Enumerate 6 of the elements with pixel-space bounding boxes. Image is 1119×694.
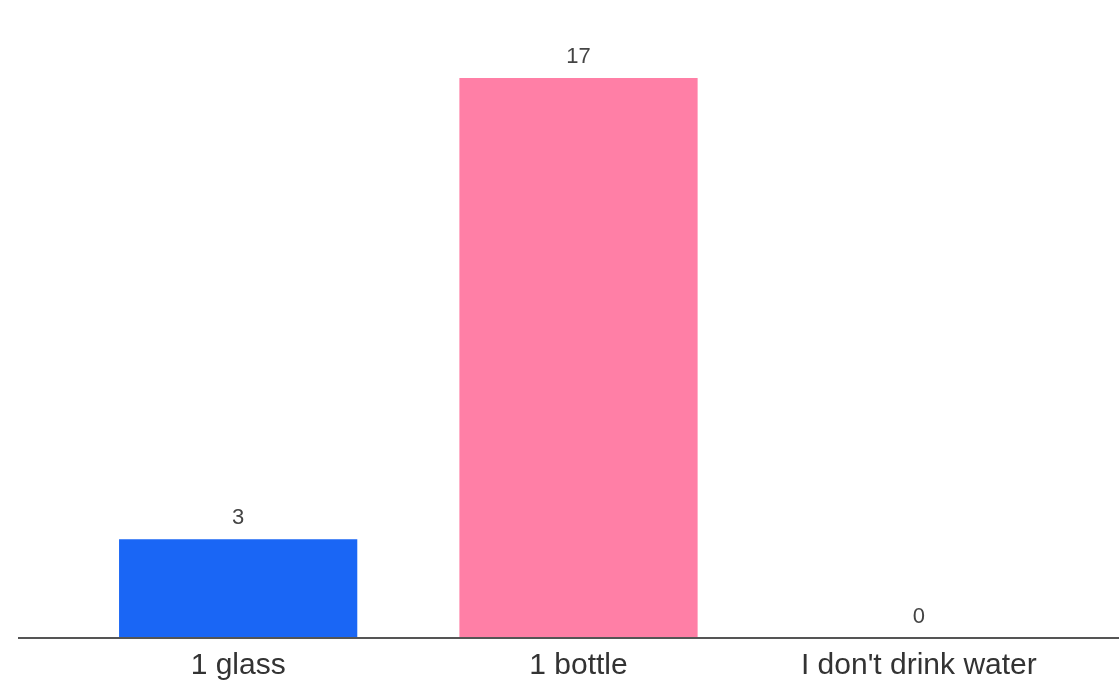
data-label: 3	[232, 504, 245, 530]
data-label: 0	[912, 603, 925, 629]
x-tick-label: 1 glass	[190, 647, 286, 681]
x-tick-label: I don't drink water	[800, 647, 1037, 681]
x-tick-label: 1 bottle	[529, 647, 628, 681]
data-label: 17	[566, 43, 591, 69]
